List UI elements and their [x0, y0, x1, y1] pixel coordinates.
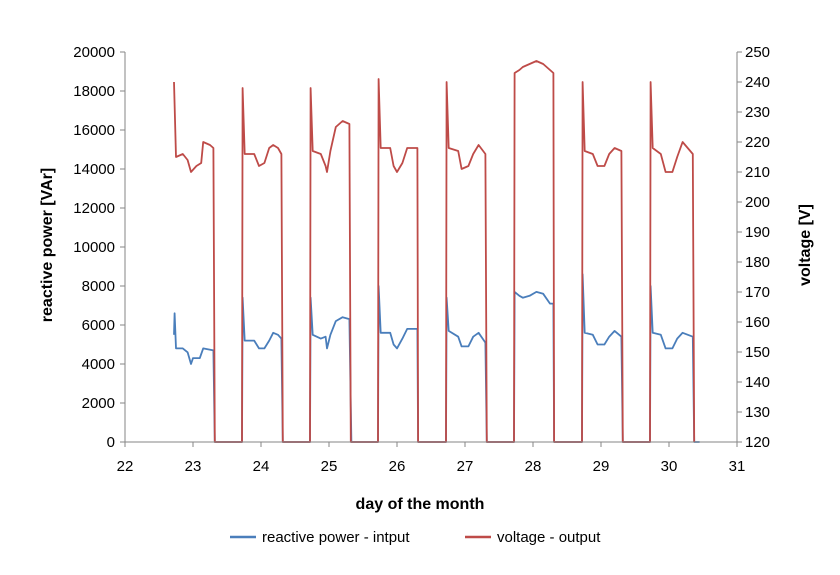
right-tick-label: 140: [745, 374, 770, 391]
x-tick-label: 29: [593, 458, 610, 475]
x-tick-label: 31: [729, 458, 746, 475]
left-tick-label: 14000: [73, 161, 115, 178]
right-tick-label: 120: [745, 434, 770, 451]
left-tick-label: 18000: [73, 83, 115, 100]
right-tick-label: 230: [745, 104, 770, 121]
plot-lines: [173, 60, 700, 443]
right-tick-label: 250: [745, 44, 770, 61]
left-tick-label: 4000: [82, 356, 115, 373]
series-line-reactive-power: [173, 273, 700, 443]
legend-label-voltage: voltage - output: [497, 529, 601, 546]
right-tick-label: 200: [745, 194, 770, 211]
right-tick-label: 130: [745, 404, 770, 421]
x-tick-label: 24: [253, 458, 270, 475]
x-tick-label: 27: [457, 458, 474, 475]
left-tick-label: 8000: [82, 278, 115, 295]
x-tick-label: 22: [117, 458, 134, 475]
right-tick-label: 190: [745, 224, 770, 241]
axes: [124, 52, 738, 443]
right-tick-label: 240: [745, 74, 770, 91]
legend: reactive power - intput voltage - output: [230, 529, 601, 546]
left-axis-ticks: 0 2000 4000 6000 8000 10000 12000 14000 16000 180…: [73, 44, 125, 451]
right-tick-label: 220: [745, 134, 770, 151]
x-tick-label: 30: [661, 458, 678, 475]
left-tick-label: 10000: [73, 239, 115, 256]
right-axis-ticks: 120 130 140 150 160 170 180 190 200 210 220 230 240 2…: [737, 44, 770, 451]
left-tick-label: 16000: [73, 122, 115, 139]
right-tick-label: 210: [745, 164, 770, 181]
left-tick-label: 2000: [82, 395, 115, 412]
y-axis-title-left: reactive power [VAr]: [39, 168, 56, 322]
left-tick-label: 0: [107, 434, 115, 451]
legend-label-reactive-power: reactive power - intput: [262, 529, 410, 546]
x-axis-title: day of the month: [356, 496, 485, 513]
x-axis-ticks: 22 23 24 25 26 27 28 29 30 31: [117, 442, 746, 475]
left-tick-label: 20000: [73, 44, 115, 61]
left-tick-label: 12000: [73, 200, 115, 217]
series-line-voltage: [173, 60, 696, 443]
right-tick-label: 170: [745, 284, 770, 301]
y-axis-title-right: voltage [V]: [797, 204, 814, 286]
left-tick-label: 6000: [82, 317, 115, 334]
x-tick-label: 26: [389, 458, 406, 475]
x-tick-label: 28: [525, 458, 542, 475]
x-tick-label: 25: [321, 458, 338, 475]
right-tick-label: 180: [745, 254, 770, 271]
right-tick-label: 160: [745, 314, 770, 331]
x-tick-label: 23: [185, 458, 202, 475]
right-tick-label: 150: [745, 344, 770, 361]
